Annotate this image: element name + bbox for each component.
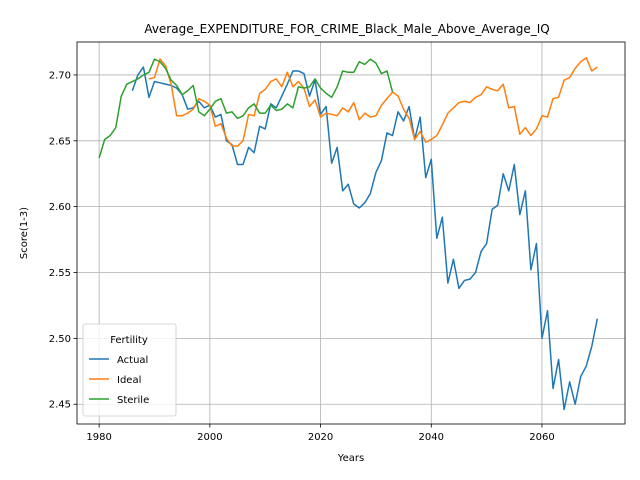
legend-label-actual: Actual bbox=[117, 355, 148, 366]
series-line-sterile bbox=[98, 58, 394, 159]
series-line-ideal bbox=[148, 57, 598, 147]
y-tick-label: 2.70 bbox=[49, 70, 71, 81]
series-lines bbox=[98, 57, 599, 411]
y-tick-label: 2.50 bbox=[49, 334, 71, 345]
y-tick-label: 2.65 bbox=[49, 136, 71, 147]
x-tick-label: 2040 bbox=[419, 432, 444, 443]
series-line-actual bbox=[131, 66, 599, 411]
x-tick-label: 2000 bbox=[197, 432, 222, 443]
legend-title: Fertility bbox=[110, 335, 148, 346]
y-axis-label: Score(1-3) bbox=[19, 207, 30, 259]
legend: Fertility Actual Ideal Sterile bbox=[82, 323, 177, 417]
x-tick-label: 2020 bbox=[308, 432, 333, 443]
axis-ticks: 1980 2000 2020 2040 2060 2.45 2.50 2.55 2.60 2.65… bbox=[49, 70, 555, 443]
y-tick-label: 2.55 bbox=[49, 268, 71, 279]
legend-label-sterile: Sterile bbox=[117, 395, 149, 406]
x-tick-label: 2060 bbox=[529, 432, 554, 443]
legend-box bbox=[82, 323, 177, 417]
y-tick-label: 2.60 bbox=[49, 202, 71, 213]
x-tick-label: 1980 bbox=[86, 432, 111, 443]
legend-label-ideal: Ideal bbox=[117, 375, 141, 386]
x-axis-label: Years bbox=[337, 453, 364, 464]
y-tick-label: 2.45 bbox=[49, 400, 71, 411]
chart-title: Average_EXPENDITURE_FOR_CRIME_Black_Male… bbox=[144, 22, 549, 36]
plot-frame bbox=[76, 41, 626, 425]
